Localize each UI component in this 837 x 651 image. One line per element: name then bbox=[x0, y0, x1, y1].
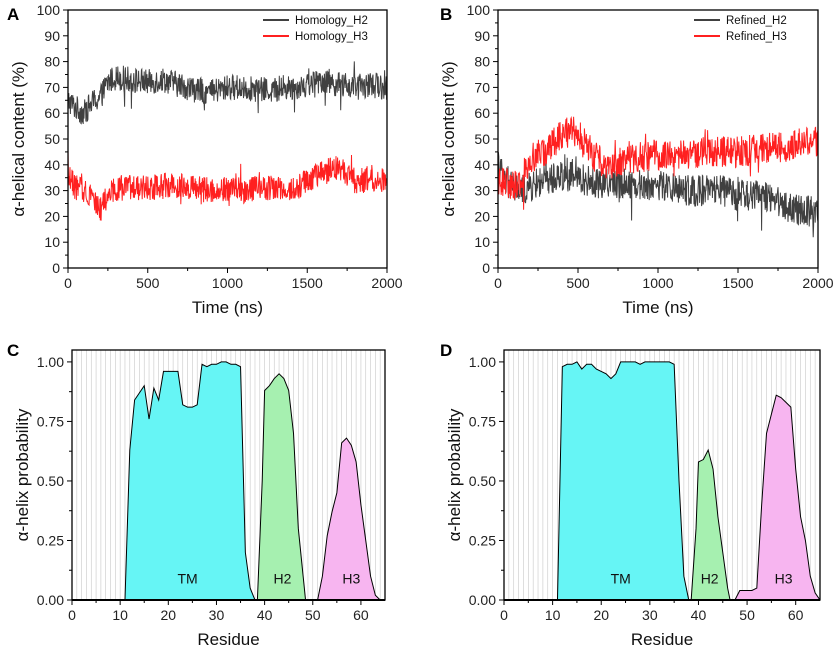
x-tick-label: 40 bbox=[691, 607, 707, 623]
y-tick-label: 40 bbox=[474, 157, 490, 173]
y-tick-label: 80 bbox=[44, 54, 60, 70]
region-label-h3: H3 bbox=[775, 570, 793, 586]
region-h3 bbox=[317, 437, 381, 600]
x-tick-label: 50 bbox=[739, 607, 755, 623]
legend-label: Homology_H2 bbox=[295, 15, 368, 27]
y-tick-label: 10 bbox=[44, 234, 60, 250]
x-tick-label: 10 bbox=[112, 607, 128, 623]
y-tick-label: 20 bbox=[44, 208, 60, 224]
plot-frame bbox=[503, 349, 821, 601]
x-tick-label: 2000 bbox=[802, 275, 833, 291]
panel-letter: B bbox=[440, 5, 452, 24]
legend-label: Refined_H3 bbox=[726, 31, 787, 43]
y-tick-label: 60 bbox=[44, 105, 60, 121]
y-tick-label: 60 bbox=[474, 105, 490, 121]
x-tick-label: 0 bbox=[494, 275, 502, 291]
region-h2 bbox=[690, 448, 731, 600]
x-tick-label: 0 bbox=[64, 275, 72, 291]
series-line-refined-h3 bbox=[498, 115, 818, 210]
y-tick-label: 1.00 bbox=[37, 354, 64, 370]
y-tick-label: 30 bbox=[474, 183, 490, 199]
legend-label: Refined_H2 bbox=[726, 15, 787, 27]
panel-a: A Homology_H2 Homology_H3 0 500 1000 1500 2000 0… bbox=[7, 2, 403, 317]
panel-c: C TM H2 H3 0 10 20 30 40 50 60 0.00 0.25 0.50 0.75 1.00… bbox=[7, 341, 386, 649]
y-tick-label: 0.25 bbox=[469, 532, 496, 548]
series-line-homology-h2 bbox=[68, 61, 387, 125]
x-tick-label: 500 bbox=[566, 275, 590, 291]
panel-d: D TM H2 H3 0 10 20 30 40 50 60 0.00 0.25 0.50 0.75 1.00… bbox=[440, 341, 821, 649]
y-tick-label: 50 bbox=[44, 131, 60, 147]
plot-frame bbox=[71, 349, 386, 601]
y-tick-label: 10 bbox=[474, 234, 490, 250]
x-tick-label: 60 bbox=[788, 607, 804, 623]
panel-letter: C bbox=[7, 341, 19, 360]
x-tick-label: 0 bbox=[68, 607, 76, 623]
x-tick-label: 2000 bbox=[371, 275, 402, 291]
x-tick-label: 0 bbox=[500, 607, 508, 623]
panel-letter: A bbox=[7, 5, 19, 24]
y-tick-label: 0.75 bbox=[37, 413, 64, 429]
y-tick-label: 0.50 bbox=[469, 473, 496, 489]
x-tick-label: 1000 bbox=[212, 275, 243, 291]
region-h2 bbox=[256, 373, 307, 600]
region-label-h3: H3 bbox=[342, 570, 360, 586]
panel-letter: D bbox=[440, 341, 452, 360]
y-tick-label: 0.00 bbox=[469, 592, 496, 608]
y-tick-label: 100 bbox=[37, 2, 61, 18]
region-label-h2: H2 bbox=[701, 570, 719, 586]
x-axis-label: Time (ns) bbox=[622, 298, 693, 317]
y-tick-label: 90 bbox=[44, 28, 60, 44]
x-axis-label: Time (ns) bbox=[192, 298, 263, 317]
y-tick-label: 50 bbox=[474, 131, 490, 147]
x-tick-label: 50 bbox=[305, 607, 321, 623]
x-tick-label: 1500 bbox=[722, 275, 753, 291]
x-tick-label: 500 bbox=[136, 275, 160, 291]
y-tick-label: 0 bbox=[52, 260, 60, 276]
y-tick-label: 40 bbox=[44, 157, 60, 173]
region-label-tm: TM bbox=[611, 570, 631, 586]
x-tick-label: 30 bbox=[642, 607, 658, 623]
y-tick-label: 0.75 bbox=[469, 413, 496, 429]
plot-frame bbox=[67, 9, 388, 269]
panel-b: B Refined_H2 Refined_H3 0 500 1000 1500 2000 0 10… bbox=[439, 2, 834, 317]
y-tick-label: 80 bbox=[474, 54, 490, 70]
y-axis-label: α-helical content (%) bbox=[439, 61, 458, 216]
y-tick-label: 30 bbox=[44, 183, 60, 199]
x-tick-label: 20 bbox=[593, 607, 609, 623]
y-axis-label: α-helical content (%) bbox=[9, 61, 28, 216]
x-tick-label: 60 bbox=[353, 607, 369, 623]
x-tick-label: 1500 bbox=[292, 275, 323, 291]
y-tick-label: 100 bbox=[467, 2, 491, 18]
series-line-homology-h3 bbox=[68, 149, 387, 221]
x-tick-label: 30 bbox=[209, 607, 225, 623]
y-tick-label: 0.00 bbox=[37, 592, 64, 608]
y-tick-label: 70 bbox=[474, 79, 490, 95]
region-label-h2: H2 bbox=[273, 570, 291, 586]
y-tick-label: 70 bbox=[44, 79, 60, 95]
x-axis-label: Residue bbox=[631, 630, 693, 649]
legend-label: Homology_H3 bbox=[295, 31, 368, 43]
y-tick-label: 1.00 bbox=[469, 354, 496, 370]
y-axis-label: α-helix probability bbox=[445, 408, 464, 541]
x-tick-label: 20 bbox=[161, 607, 177, 623]
region-label-tm: TM bbox=[177, 570, 197, 586]
y-tick-label: 20 bbox=[474, 208, 490, 224]
series-line-refined-h2 bbox=[498, 152, 818, 238]
x-tick-label: 40 bbox=[257, 607, 273, 623]
y-tick-label: 0.50 bbox=[37, 473, 64, 489]
region-tm bbox=[124, 361, 256, 600]
x-tick-label: 1000 bbox=[642, 275, 673, 291]
y-tick-label: 0.25 bbox=[37, 532, 64, 548]
y-tick-label: 0 bbox=[482, 260, 490, 276]
region-h3 bbox=[734, 394, 820, 600]
x-axis-label: Residue bbox=[197, 630, 259, 649]
y-tick-label: 90 bbox=[474, 28, 490, 44]
x-tick-label: 10 bbox=[545, 607, 561, 623]
y-axis-label: α-helix probability bbox=[13, 408, 32, 541]
region-tm bbox=[556, 361, 690, 600]
